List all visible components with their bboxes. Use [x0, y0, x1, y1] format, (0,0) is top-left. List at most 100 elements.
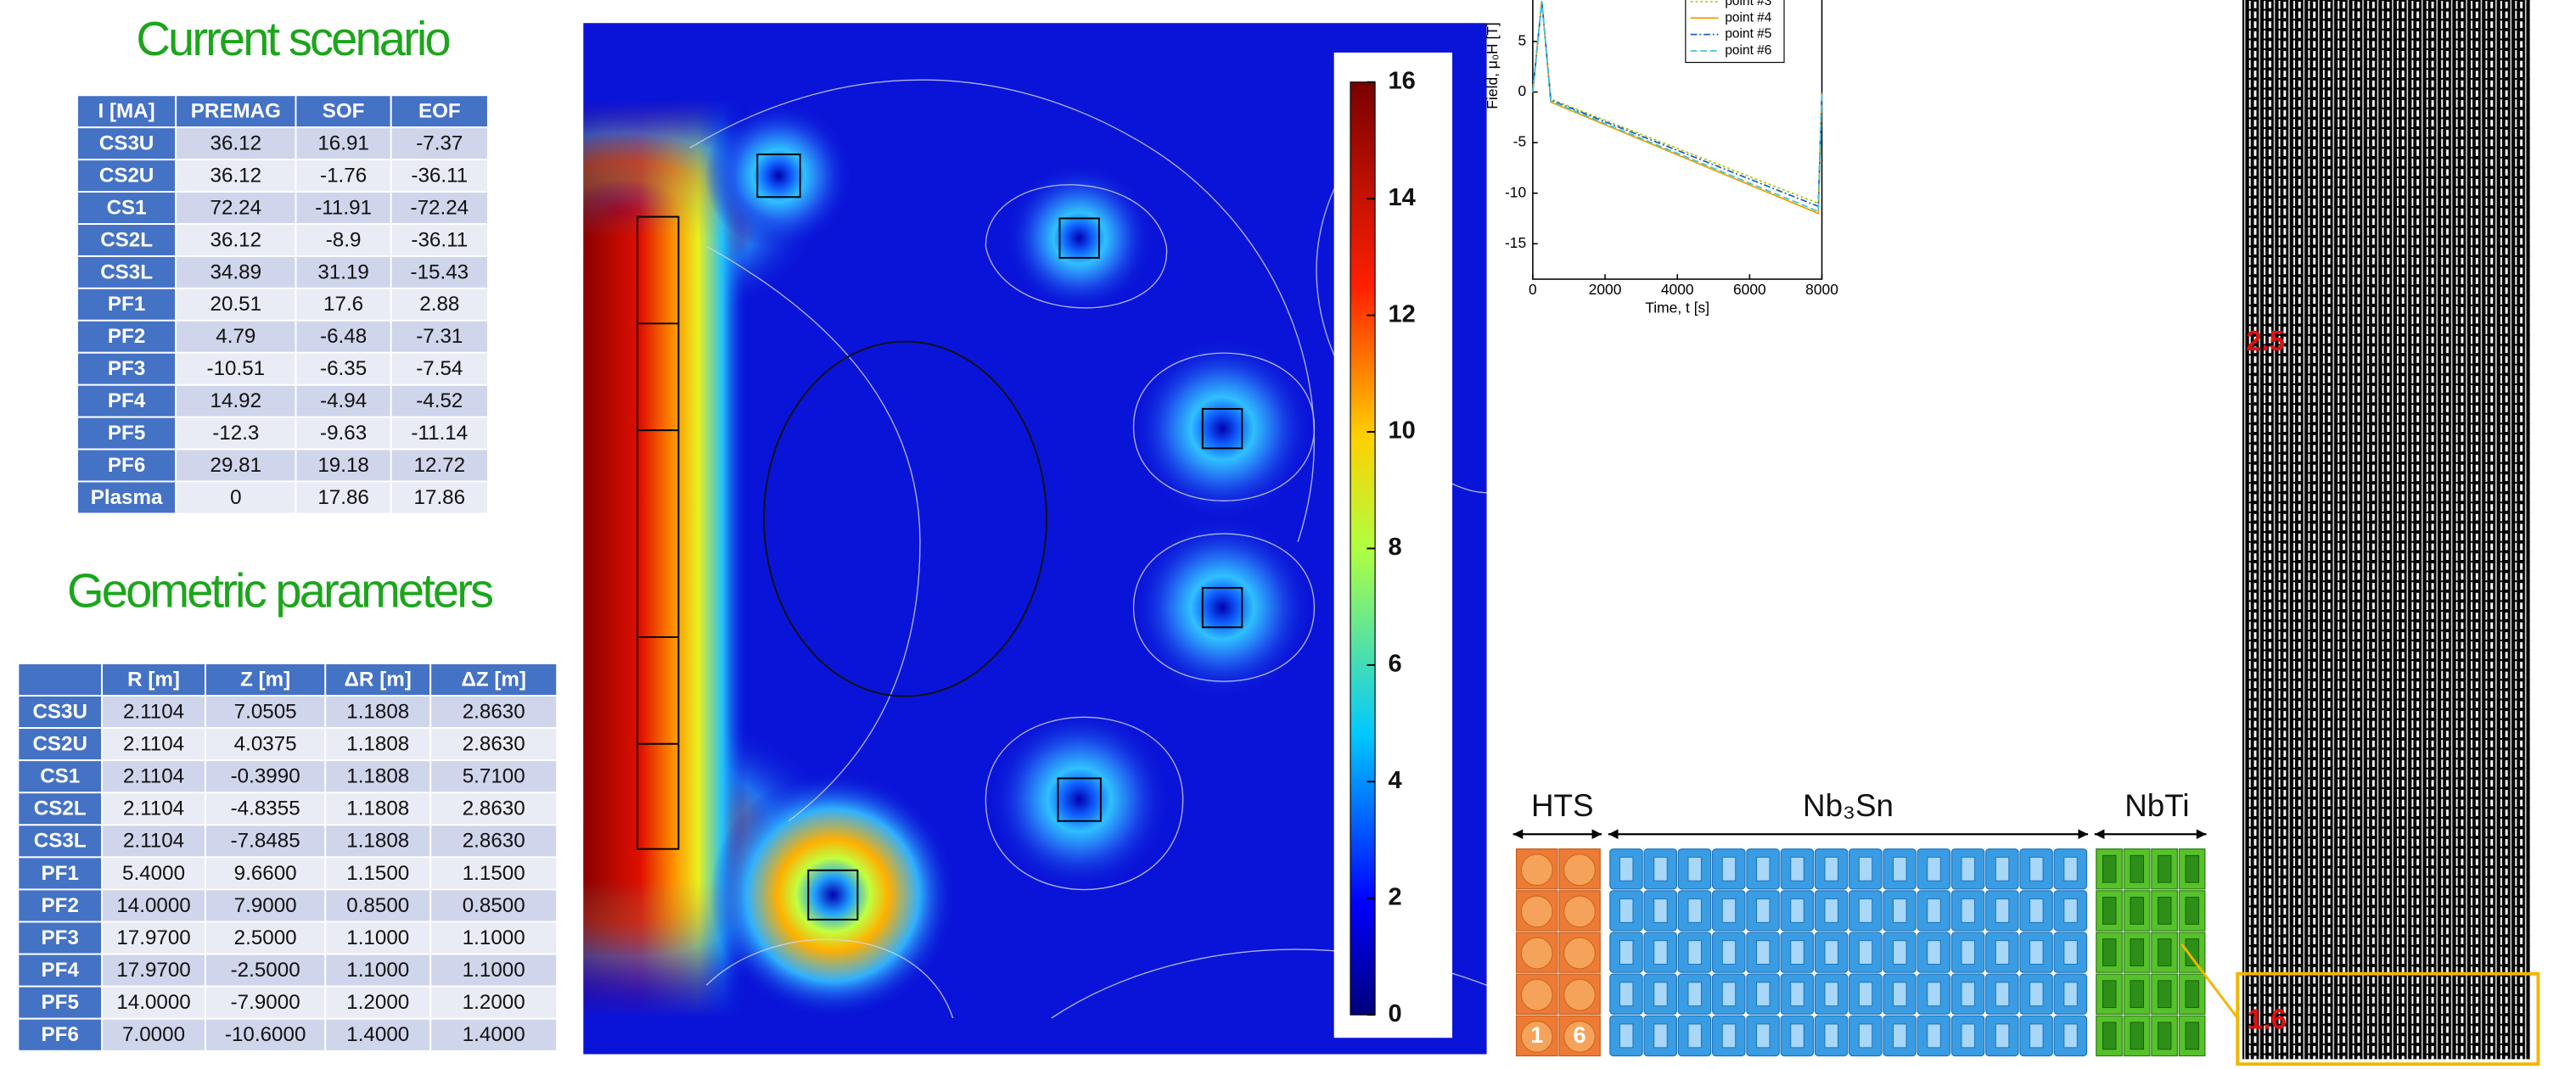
row-header: CS2U [32, 732, 87, 755]
nb3sn-core [1687, 856, 1702, 882]
cell [390, 319, 489, 354]
cell [76, 223, 177, 257]
cell [205, 1017, 327, 1052]
cell-text: 17.9700 [116, 926, 190, 949]
row-header: CS2U [99, 164, 154, 187]
nb3sn-core [2029, 982, 2044, 1007]
row-header: PF2 [42, 894, 79, 917]
header-text: R [m] [127, 668, 180, 691]
hts-tape [1563, 937, 1597, 970]
cell-text: -36.11 [411, 164, 468, 187]
nb3sn-core [2063, 940, 2078, 965]
nbti-core [2158, 854, 2172, 883]
nbti-core [2158, 938, 2172, 966]
row-header: CS1 [107, 196, 147, 219]
nbti-core [2130, 938, 2144, 966]
cell-text: 4.79 [216, 325, 255, 348]
nb3sn-core [1653, 1023, 1668, 1049]
nb3sn-core [1790, 1023, 1804, 1049]
cell-text: 7.9000 [234, 894, 297, 917]
nb3sn-core [1995, 856, 2010, 882]
cell-text: -36.11 [411, 228, 468, 251]
hts-tape [1563, 978, 1597, 1011]
nb3sn-core [1653, 856, 1668, 882]
colorbar-label: 8 [1389, 534, 1402, 561]
cell [205, 695, 327, 730]
nb3sn-core [1790, 982, 1804, 1007]
nb3sn-core [1824, 1023, 1838, 1049]
cell [390, 448, 489, 483]
nbti-core [2130, 854, 2144, 883]
row-header: PF4 [42, 959, 80, 982]
colorbar-label: 14 [1389, 184, 1416, 211]
nbti-core [2130, 897, 2144, 925]
cell [17, 792, 104, 826]
cell [324, 727, 432, 762]
cell-text: 1.2000 [346, 991, 409, 1014]
cell-text: 1.2000 [463, 991, 525, 1014]
cell [101, 824, 206, 859]
nb3sn-core [1995, 898, 2010, 923]
row-header: CS3L [100, 260, 153, 283]
header-text: EOF [418, 100, 461, 123]
series-line [1532, 1, 1823, 213]
cell [205, 856, 327, 891]
header-text: Z [m] [240, 668, 290, 691]
cell-text: 19.18 [317, 454, 369, 477]
nb3sn-core [1893, 898, 1907, 923]
row-header: PF2 [108, 325, 145, 348]
cell [295, 319, 392, 354]
cell-text: -7.54 [416, 357, 463, 380]
cell-text: 1.1808 [346, 798, 409, 820]
legend-label: point #5 [1725, 27, 1771, 42]
nb3sn-core [1721, 982, 1737, 1007]
nb3sn-core [1756, 856, 1771, 882]
cell-text: -7.8485 [231, 830, 300, 853]
cell [205, 985, 327, 1020]
cell-text: 9.6600 [234, 862, 297, 885]
nb3sn-core [1653, 982, 1668, 1007]
cell [429, 759, 558, 794]
colorbar-label: 6 [1389, 651, 1402, 678]
cell [17, 856, 104, 891]
header-text: I [MA] [98, 100, 155, 123]
legend-label: point #3 [1725, 0, 1771, 8]
nb3sn-core [1893, 856, 1907, 882]
cell-text: 14.92 [210, 389, 262, 412]
cell-text: 1.1000 [346, 959, 409, 982]
cell [175, 448, 297, 483]
colorbar-label: 10 [1389, 417, 1416, 445]
cell [205, 921, 327, 955]
cell [295, 383, 392, 418]
legend-label: point #6 [1725, 43, 1771, 58]
cell [175, 416, 297, 451]
nb3sn-core [1756, 1023, 1771, 1049]
nb3sn-core [1927, 940, 1941, 965]
nbti-core [2102, 938, 2117, 966]
nb3sn-core [1721, 898, 1737, 923]
cell [205, 953, 327, 988]
row-header: CS1 [40, 765, 80, 788]
conductor-label: Nb₃Sn [1803, 788, 1894, 823]
cell-text: 17.6 [323, 293, 363, 316]
cell-text: -1.76 [320, 164, 367, 187]
cell-text: 17.86 [414, 486, 466, 509]
cell [390, 255, 489, 289]
cell-text: 2.1104 [123, 798, 184, 820]
colorbar-label: 12 [1389, 300, 1416, 327]
cell-text: -72.24 [411, 196, 469, 219]
cell-text: 29.81 [210, 454, 262, 477]
nb3sn-core [1961, 898, 1976, 923]
row-header: CS2L [34, 798, 87, 820]
plot-area [1532, 0, 1823, 280]
cell-text: 2.1104 [123, 830, 184, 853]
cell [101, 695, 206, 730]
nb3sn-core [1653, 898, 1668, 923]
nb3sn-core [1961, 982, 1976, 1007]
cell-text: 2.1104 [123, 765, 184, 788]
colorbar-label: 0 [1389, 1000, 1402, 1027]
cell-text: 2.88 [419, 293, 459, 316]
colorbar-label: 2 [1389, 883, 1402, 910]
cell [429, 921, 558, 955]
x-axis-label: Time, t [s] [1645, 299, 1709, 316]
